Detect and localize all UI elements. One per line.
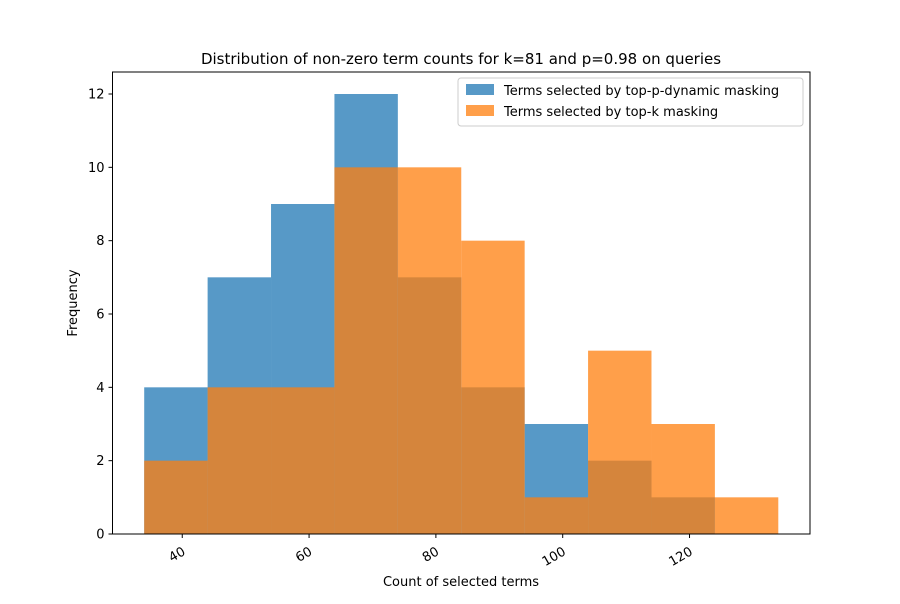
histogram-bar-series1-bin4 xyxy=(397,167,462,535)
legend: Terms selected by top-p-dynamic masking … xyxy=(457,77,804,127)
x-axis: 40 60 80 100 120 xyxy=(166,534,696,570)
chart-title: Distribution of non-zero term counts for… xyxy=(201,50,721,68)
y-axis-label: Frequency xyxy=(66,269,81,336)
histogram-bar-series1-bin6 xyxy=(524,497,589,534)
x-tick-label: 100 xyxy=(540,544,569,569)
legend-box xyxy=(457,77,804,127)
legend-swatch-top-k xyxy=(466,105,494,116)
x-axis-label: Count of selected terms xyxy=(383,575,539,590)
y-tick-label: 6 xyxy=(96,308,104,323)
y-tick-label: 2 xyxy=(96,454,104,469)
plot-frame xyxy=(112,71,811,535)
legend-swatch-top-p xyxy=(466,84,494,95)
y-tick-label: 8 xyxy=(96,234,104,249)
y-tick-label: 10 xyxy=(88,161,105,176)
histogram-bar-series1-bin5 xyxy=(461,240,525,534)
legend-label-top-p: Terms selected by top-p-dynamic masking xyxy=(503,84,779,99)
x-tick-label: 40 xyxy=(166,544,188,565)
histogram-bar-series1-bin7 xyxy=(588,350,652,534)
x-tick-label: 60 xyxy=(293,544,315,565)
histogram-bar-series1-bin9 xyxy=(714,497,779,534)
histogram-bar-series1-bin2 xyxy=(271,387,335,534)
y-tick-label: 0 xyxy=(96,528,104,543)
y-tick-label: 12 xyxy=(88,88,105,103)
histogram-bar-series1-bin3 xyxy=(334,167,398,535)
y-tick-label: 4 xyxy=(96,381,104,396)
bars-layer xyxy=(144,94,779,535)
legend-label-top-k: Terms selected by top-k masking xyxy=(503,105,718,120)
y-axis: 0 2 4 6 8 10 12 xyxy=(88,88,113,543)
histogram-bar-series1-bin1 xyxy=(207,387,272,534)
x-tick-label: 80 xyxy=(420,544,442,565)
histogram-bar-series1-bin8 xyxy=(651,424,715,534)
x-tick-label: 120 xyxy=(667,544,696,569)
histogram-bar-series1-bin0 xyxy=(144,460,208,534)
